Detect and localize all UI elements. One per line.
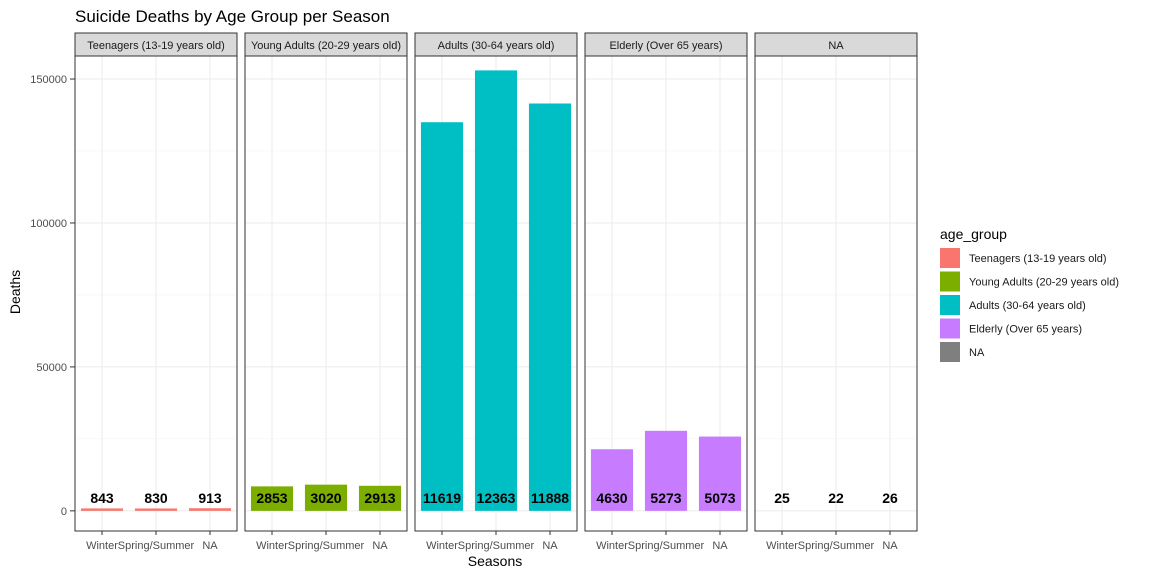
- bar-value-label: 3020: [310, 490, 341, 506]
- facet-panel: 843 830 913 Teenagers (13-19 years old) Wint…: [74, 32, 238, 552]
- facet-strip-label: NA: [828, 40, 844, 52]
- bar: [420, 122, 464, 511]
- bar: [474, 70, 518, 511]
- bar-value-label: 913: [198, 490, 222, 506]
- bar: [188, 508, 232, 511]
- facet-strip-label: Adults (30-64 years old): [438, 40, 555, 52]
- y-axis-title: Deaths: [7, 270, 23, 314]
- x-tick-label: Spring/Summer: [118, 540, 195, 552]
- legend-label: Teenagers (13-19 years old): [969, 253, 1107, 265]
- legend-key: [940, 248, 960, 268]
- bar-value-label: 12363: [477, 490, 516, 506]
- bar: [358, 485, 402, 511]
- bar-value-label: 22: [828, 490, 844, 506]
- y-tick-label: 50000: [36, 362, 67, 374]
- legend: age_group Teenagers (13-19 years old) You…: [940, 226, 1119, 362]
- x-tick-label: Spring/Summer: [628, 540, 705, 552]
- legend-label: NA: [969, 347, 985, 359]
- bar: [250, 486, 294, 511]
- legend-label: Elderly (Over 65 years): [969, 324, 1082, 336]
- bar-value-label: 11888: [531, 490, 569, 506]
- facet-strip-label: Teenagers (13-19 years old): [87, 40, 225, 52]
- bar-value-label: 25: [774, 490, 790, 506]
- x-tick-label: Winter: [86, 540, 118, 552]
- x-axis-title: Seasons: [468, 553, 522, 569]
- bar: [590, 449, 634, 511]
- bar-value-label: 5073: [704, 490, 735, 506]
- bar: [134, 508, 178, 511]
- x-tick-label: NA: [372, 540, 388, 552]
- legend-label: Adults (30-64 years old): [969, 300, 1086, 312]
- legend-title: age_group: [940, 226, 1007, 242]
- legend-key: [940, 342, 960, 362]
- legend-key: [940, 295, 960, 315]
- chart-title: Suicide Deaths by Age Group per Season: [75, 7, 390, 26]
- x-tick-label: NA: [202, 540, 218, 552]
- facet-strip: [244, 32, 408, 57]
- y-tick-label: 100000: [30, 218, 67, 230]
- facet-panel: 25 22 26 NA Winter Spring/Summer NA: [754, 32, 918, 552]
- bar-value-label: 843: [90, 490, 114, 506]
- x-tick-label: Spring/Summer: [458, 540, 535, 552]
- y-tick-label: 150000: [30, 74, 67, 86]
- x-tick-label: NA: [542, 540, 558, 552]
- bar-value-label: 830: [144, 490, 168, 506]
- facet-panel: 2853 3020 2913 Young Adults (20-29 years ol…: [244, 32, 408, 552]
- x-tick-label: NA: [882, 540, 898, 552]
- bar: [304, 484, 348, 511]
- legend-key: [940, 318, 960, 339]
- bar: [644, 430, 688, 511]
- bar: [80, 508, 124, 511]
- facet-strip: [74, 32, 238, 57]
- facet-strip: [584, 32, 748, 57]
- x-tick-label: Spring/Summer: [288, 540, 365, 552]
- legend-label: Young Adults (20-29 years old): [969, 277, 1119, 289]
- facet-panel: 11619 12363 11888 Adults (30-64 years old) W…: [414, 32, 578, 552]
- facet-panels: 843 830 913 Teenagers (13-19 years old) Wint…: [74, 32, 918, 552]
- bar-value-label: 2913: [364, 490, 395, 506]
- x-tick-label: Spring/Summer: [798, 540, 875, 552]
- bar-value-label: 26: [882, 490, 898, 506]
- x-tick-label: NA: [712, 540, 728, 552]
- x-tick-label: Winter: [596, 540, 628, 552]
- y-tick-label: 0: [61, 506, 67, 518]
- facet-strip-label: Elderly (Over 65 years): [609, 40, 722, 52]
- bar: [528, 103, 572, 511]
- bar: [698, 436, 742, 511]
- x-tick-label: Winter: [766, 540, 798, 552]
- bar-value-label: 5273: [650, 490, 681, 506]
- bar-value-label: 2853: [256, 490, 287, 506]
- bar-value-label: 4630: [596, 490, 627, 506]
- legend-key: [940, 271, 960, 292]
- bar-value-label: 11619: [423, 490, 461, 506]
- facet-panel: 4630 5273 5073 Elderly (Over 65 years) Winte…: [584, 32, 748, 552]
- facet-strip: [414, 32, 578, 57]
- facet-strip-label: Young Adults (20-29 years old): [251, 40, 401, 52]
- x-tick-label: Winter: [426, 540, 458, 552]
- facet-strip: [754, 32, 918, 57]
- y-axis: 0 50000 100000 150000: [30, 74, 75, 518]
- x-tick-label: Winter: [256, 540, 288, 552]
